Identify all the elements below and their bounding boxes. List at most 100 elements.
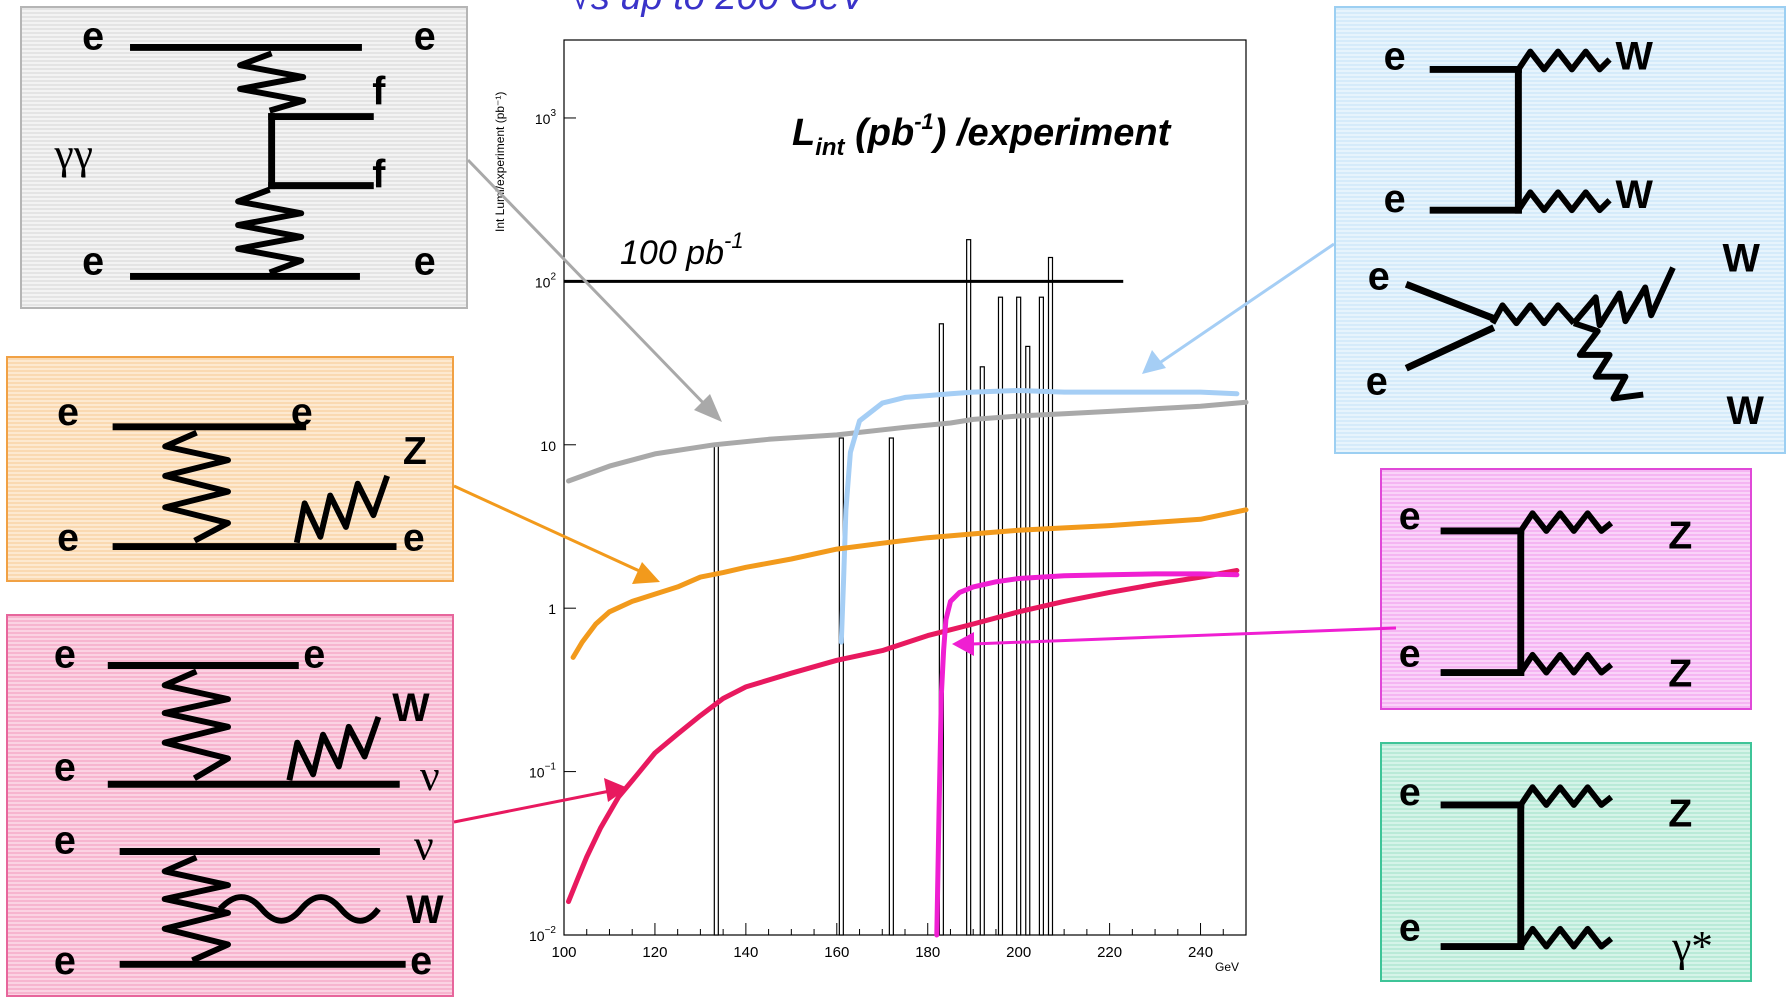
x-tick-label-180: 180 xyxy=(915,944,940,961)
x-axis-ticks: 100 120 140 160 180 200 220 240 xyxy=(551,923,1247,961)
eez-diagram-box: e e e e Z xyxy=(6,356,454,582)
gray-arrow-head xyxy=(694,394,722,422)
x-tick-label-140: 140 xyxy=(733,944,758,961)
label-e-bottom-left: e xyxy=(57,516,79,560)
electron-in-top xyxy=(1404,281,1496,322)
luminosity-chart: 10−2 10−1 1 10 102 103 100 120 140 160 180 200 220 2… xyxy=(493,39,1249,974)
label-e-2: e xyxy=(303,632,325,676)
x-tick-label-160: 160 xyxy=(824,944,849,961)
blue-arrow-head xyxy=(1142,350,1166,374)
plot-frame xyxy=(563,39,1247,936)
label-e-6: e xyxy=(410,939,432,983)
y-tick-label-4: 102 xyxy=(535,271,557,290)
z-boson-bottom xyxy=(1518,651,1614,676)
label-e-3: e xyxy=(1368,254,1390,298)
series-line-0 xyxy=(566,399,1249,484)
bar-1 xyxy=(838,437,844,936)
z-boson xyxy=(293,474,390,544)
label-gamma-star: γ* xyxy=(1671,922,1713,970)
exchanged-boson-1 xyxy=(161,668,231,781)
series-line-1 xyxy=(838,388,1240,645)
electron-in-bottom xyxy=(1404,324,1496,372)
label-w-2: W xyxy=(1616,173,1654,217)
z-boson-top xyxy=(1518,510,1614,534)
label-e-bottom-right: e xyxy=(414,239,436,283)
bar-0 xyxy=(713,444,719,936)
y-tick-label-0: 10−2 xyxy=(529,925,556,944)
x-axis-label: GeV xyxy=(1215,960,1239,974)
ewnu-diagram-box: e e e e e e W W ν ν xyxy=(6,614,454,997)
series-lines xyxy=(566,388,1249,938)
pink-arrow-line xyxy=(453,789,611,824)
y-tick-label-5: 103 xyxy=(535,108,557,127)
y-axis-ticks: 10−2 10−1 1 10 102 103 xyxy=(529,108,576,944)
bars xyxy=(713,239,1054,936)
exchanged-boson-2 xyxy=(161,854,231,964)
zz-diagram: e e Z Z xyxy=(1399,494,1693,695)
label-e-2: e xyxy=(1384,177,1406,221)
ewnu-diagram: e e e e e e W W ν ν xyxy=(54,632,444,983)
photon-top xyxy=(237,50,307,114)
label-e-4: e xyxy=(1366,360,1388,404)
label-z-1: Z xyxy=(1668,514,1692,558)
series-line-3 xyxy=(566,568,1240,905)
label-e-bottom-left: e xyxy=(82,239,104,283)
pink-arrow-head xyxy=(604,778,628,802)
y-tick-label-1: 10−1 xyxy=(529,762,556,781)
label-z: Z xyxy=(403,429,427,473)
series-line-2 xyxy=(570,507,1249,660)
gamma-gamma-diagram: e e e e f f γγ xyxy=(54,14,436,283)
eez-diagram: e e e e Z xyxy=(57,390,427,560)
label-f-top: f xyxy=(372,70,386,114)
y-tick-label-3: 10 xyxy=(540,438,556,454)
orange-arrow-line xyxy=(453,484,647,576)
w-boson-bottom xyxy=(1515,189,1612,214)
magenta-arrow-head xyxy=(952,632,974,656)
label-e-bottom-right: e xyxy=(403,516,425,560)
bar-2 xyxy=(888,437,894,936)
x-tick-label-240: 240 xyxy=(1188,944,1213,961)
label-e-top-right: e xyxy=(414,14,436,58)
label-e-3: e xyxy=(54,745,76,789)
bar-10 xyxy=(1047,256,1054,936)
zz-diagram-box: e e Z Z xyxy=(1380,468,1752,710)
bar-5 xyxy=(979,366,985,936)
ww-diagram-box: e e e e W W W W xyxy=(1334,6,1786,454)
ww-diagram: e e e e W W W W xyxy=(1366,34,1765,433)
x-tick-label-200: 200 xyxy=(1006,944,1031,961)
label-f-bottom: f xyxy=(372,153,386,197)
y-axis-label: Int Lumi/experiment (pb⁻¹) xyxy=(493,92,507,232)
label-e-4: e xyxy=(54,818,76,862)
w-boson-top xyxy=(1515,48,1612,73)
connector-arrows xyxy=(453,158,1397,824)
zgamma-diagram-box: e e Z γ* xyxy=(1380,742,1752,982)
bar-9 xyxy=(1038,296,1045,936)
label-z: Z xyxy=(1668,792,1692,836)
label-e-1: e xyxy=(1384,34,1406,78)
zgamma-diagram: e e Z γ* xyxy=(1399,770,1713,970)
magenta-arrow-line xyxy=(971,626,1397,646)
gray-arrow-line xyxy=(466,158,714,414)
series-line-4 xyxy=(934,571,1240,938)
w-boson-up xyxy=(1571,266,1676,329)
w-boson-1 xyxy=(286,715,382,781)
label-e-1: e xyxy=(1399,770,1421,814)
label-nu-1: ν xyxy=(420,752,440,800)
label-e-top-left: e xyxy=(57,390,79,434)
blue-arrow-line xyxy=(1157,242,1335,366)
label-w-4: W xyxy=(1727,389,1765,433)
label-w-3: W xyxy=(1723,237,1761,281)
label-gamma-gamma: γγ xyxy=(54,130,93,178)
label-e-top-right: e xyxy=(291,390,313,434)
w-boson-2 xyxy=(217,894,381,924)
w-boson-down xyxy=(1572,320,1644,402)
x-tick-label-120: 120 xyxy=(642,944,667,961)
label-nu-2: ν xyxy=(414,821,434,869)
gamma-gamma-diagram-box: e e e e f f γγ xyxy=(20,6,468,309)
label-e-top-left: e xyxy=(82,14,104,58)
label-w-1: W xyxy=(1616,34,1654,78)
virtual-photon xyxy=(1518,925,1614,950)
label-e-1: e xyxy=(1399,494,1421,538)
label-w-2: W xyxy=(406,888,444,932)
z-boson xyxy=(1518,784,1614,808)
